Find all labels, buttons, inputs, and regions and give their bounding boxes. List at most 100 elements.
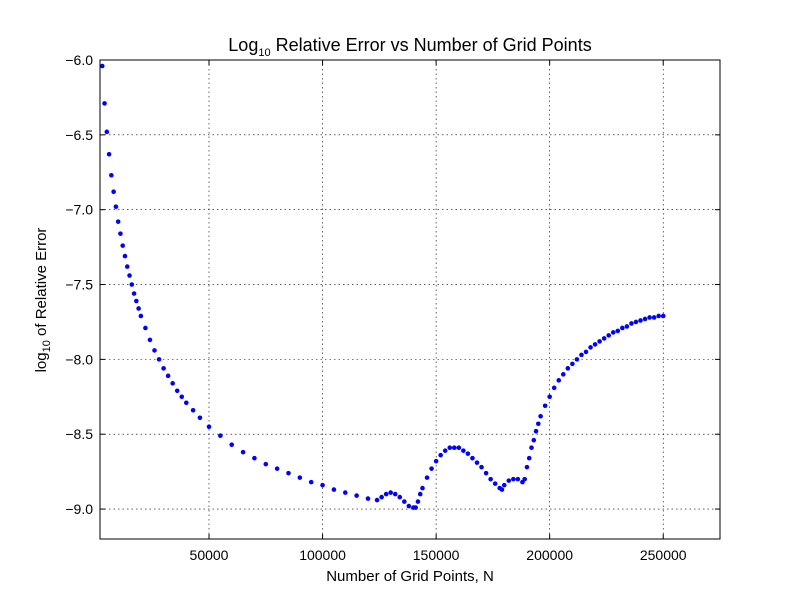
data-point [642, 316, 648, 322]
data-point [488, 476, 493, 482]
data-point [601, 336, 607, 341]
data-point [529, 445, 534, 450]
data-point [429, 466, 434, 471]
data-point [392, 491, 398, 497]
x-axis-label: Number of Grid Points, N [326, 568, 494, 585]
data-point [620, 325, 625, 331]
data-point [136, 306, 141, 311]
data-point [415, 499, 421, 504]
grid-lines [100, 59, 720, 539]
data-point [417, 491, 423, 497]
data-point [588, 345, 593, 350]
data-point [152, 348, 157, 353]
data-point [129, 282, 135, 287]
data-point [134, 298, 139, 304]
data-point [320, 482, 325, 488]
data-point [184, 400, 189, 406]
x-tick-label: 50000 [190, 547, 229, 563]
y-axis-label: log10 of Relative Error [33, 228, 53, 373]
y-tick-label: −6.0 [65, 52, 93, 68]
y-tick-label: −8.0 [65, 351, 93, 367]
data-point [547, 394, 552, 400]
data-point [143, 325, 148, 331]
data-point [252, 455, 257, 461]
data-point [240, 449, 246, 455]
data-point [161, 366, 166, 371]
data-point [109, 172, 114, 178]
data-point [383, 491, 389, 497]
data-point [99, 63, 105, 69]
data-point [397, 494, 403, 500]
data-points [99, 63, 666, 510]
data-point [647, 315, 652, 320]
data-point [433, 458, 439, 464]
x-tick-label: 250000 [640, 547, 687, 563]
data-point [610, 330, 616, 335]
data-point [556, 378, 562, 383]
data-point [197, 415, 203, 421]
data-point [583, 349, 589, 355]
data-point [138, 313, 144, 319]
data-point [388, 490, 393, 495]
data-point [615, 328, 621, 334]
data-point [438, 452, 443, 458]
data-point [354, 493, 359, 498]
data-point [461, 448, 466, 453]
data-point [536, 421, 541, 427]
data-point [501, 482, 507, 488]
data-point [274, 466, 280, 471]
data-point [451, 445, 457, 450]
x-tick-label: 100000 [299, 547, 346, 563]
data-point [629, 321, 634, 326]
data-point [565, 366, 571, 371]
data-point [656, 313, 661, 319]
data-point [122, 253, 128, 259]
y-tick-label: −8.5 [65, 426, 93, 442]
data-point [170, 381, 175, 386]
data-point [229, 442, 235, 447]
data-point [124, 264, 130, 269]
data-point [506, 478, 512, 483]
data-point [651, 315, 657, 320]
data-point [402, 499, 407, 504]
data-point [263, 461, 269, 467]
data-point [424, 475, 430, 480]
data-point [597, 339, 602, 344]
data-point [531, 437, 537, 443]
data-point [342, 490, 348, 495]
data-point [447, 445, 453, 450]
data-point [638, 318, 643, 323]
data-point [118, 231, 123, 236]
data-point [483, 470, 489, 476]
y-tick-label: −7.5 [65, 277, 93, 293]
x-tick-label: 150000 [413, 547, 460, 563]
data-point [111, 189, 116, 195]
data-point [606, 333, 612, 338]
data-point [206, 424, 212, 430]
data-point [104, 129, 110, 135]
data-point [456, 445, 462, 450]
y-tick-label: −7.0 [65, 202, 93, 218]
data-point [406, 503, 412, 509]
data-point [624, 324, 630, 329]
data-point [147, 337, 153, 343]
data-point [633, 319, 639, 325]
data-point [331, 487, 337, 492]
data-point [218, 433, 223, 439]
data-point [286, 470, 291, 476]
data-point [465, 451, 471, 456]
data-point [442, 448, 448, 453]
data-point [533, 428, 539, 434]
x-tick-label: 200000 [526, 547, 573, 563]
data-point [522, 476, 527, 482]
data-point [551, 385, 557, 391]
data-point [492, 481, 498, 486]
data-point [115, 219, 121, 224]
data-point [379, 494, 384, 500]
data-point [542, 403, 548, 409]
data-point [297, 475, 303, 480]
data-point [113, 204, 119, 209]
data-point [165, 373, 171, 379]
data-point [102, 101, 107, 106]
